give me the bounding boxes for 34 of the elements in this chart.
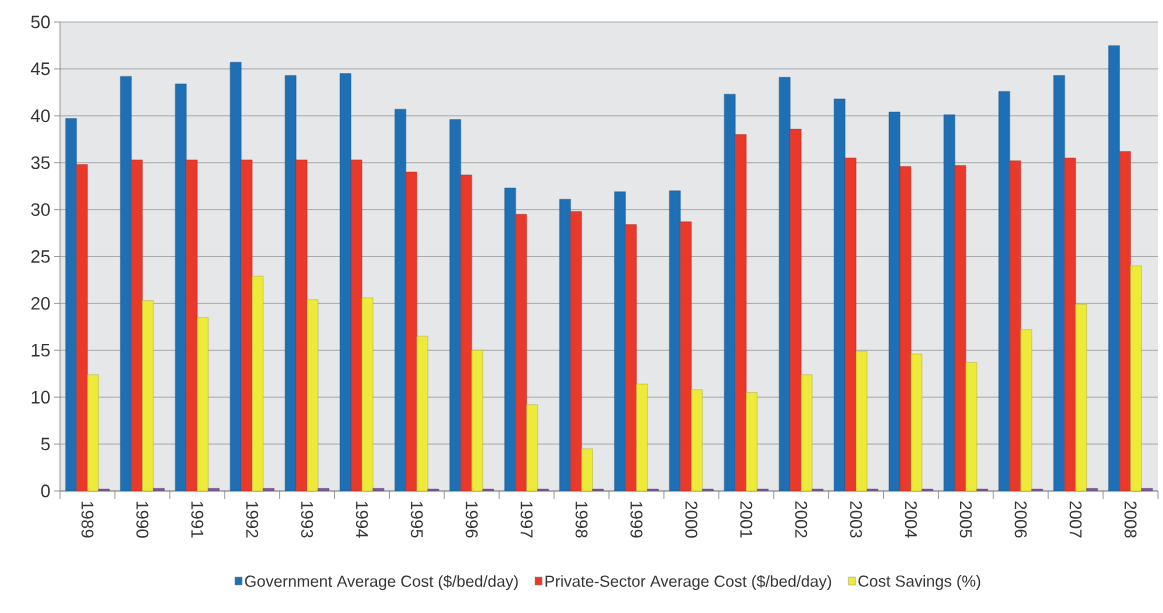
x-tick-label: 2003 bbox=[850, 501, 863, 538]
legend-label: Government Average Cost ($/bed/day) bbox=[245, 574, 518, 591]
y-tick-label: 10 bbox=[31, 390, 50, 404]
x-tick-label: 1998 bbox=[575, 501, 588, 538]
legend-label: Private-Sector Average Cost ($/bed/day) bbox=[545, 574, 832, 591]
y-tick-label: 15 bbox=[31, 344, 50, 357]
x-tick-label: 1995 bbox=[410, 501, 423, 538]
x-tick-label: 1994 bbox=[355, 501, 368, 538]
y-tick-label: 45 bbox=[30, 62, 50, 76]
y-tick-label: 0 bbox=[41, 484, 50, 498]
x-tick-label: 1992 bbox=[246, 501, 259, 538]
x-tick-label: 1997 bbox=[520, 501, 533, 538]
y-tick-label: 20 bbox=[31, 297, 50, 310]
x-tick-label: 2004 bbox=[904, 501, 917, 538]
y-tick-label: 25 bbox=[31, 250, 50, 263]
x-tick-label: 1996 bbox=[465, 501, 478, 538]
x-tick-label: 1999 bbox=[630, 501, 643, 538]
x-tick-label: 1993 bbox=[301, 501, 314, 538]
x-tick-label: 2000 bbox=[685, 501, 698, 538]
x-tick-label: 2007 bbox=[1069, 501, 1082, 538]
x-tick-label: 1991 bbox=[191, 501, 204, 538]
x-tick-label: 2006 bbox=[1014, 501, 1027, 538]
x-tick-label: 2008 bbox=[1124, 501, 1137, 538]
y-tick-label: 40 bbox=[30, 109, 50, 123]
x-tick-label: 1989 bbox=[81, 501, 94, 538]
y-tick-label: 30 bbox=[31, 203, 50, 216]
y-tick-label: 5 bbox=[41, 437, 50, 451]
x-tick-label: 2001 bbox=[740, 501, 753, 538]
x-tick-label: 1990 bbox=[136, 501, 149, 538]
y-tick-label: 50 bbox=[31, 15, 50, 29]
legend-label: Cost Savings (%) bbox=[858, 575, 981, 590]
x-tick-label: 2002 bbox=[795, 501, 808, 538]
x-tick-label: 2005 bbox=[959, 501, 972, 538]
y-tick-label: 35 bbox=[31, 156, 50, 170]
